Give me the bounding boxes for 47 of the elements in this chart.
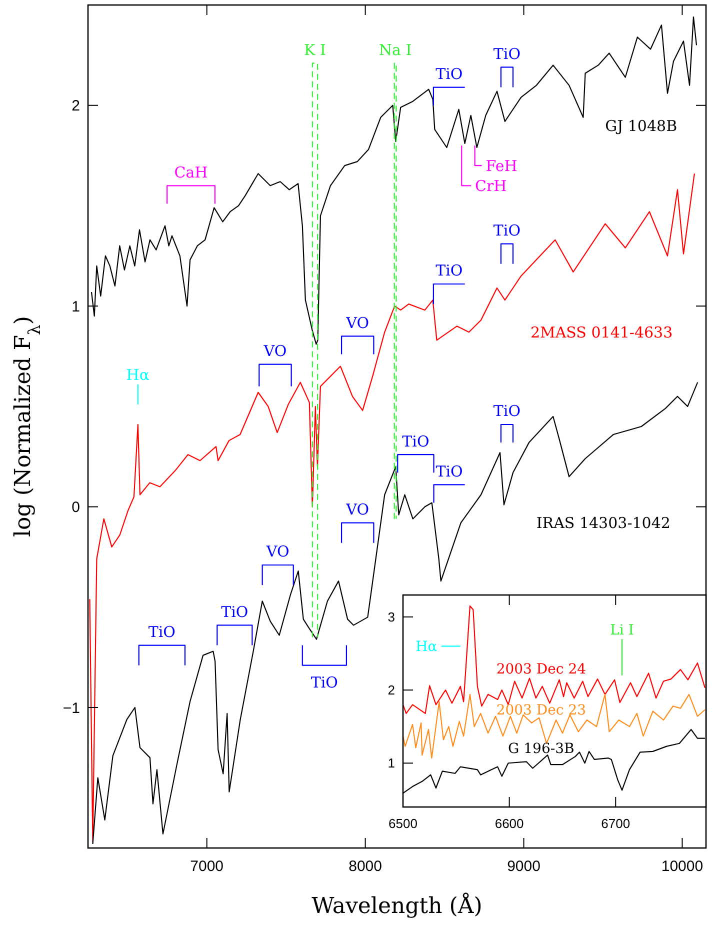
series-label: VO — [265, 542, 290, 561]
series-label: Hα — [416, 639, 438, 656]
series-label: GJ 1048B — [605, 116, 678, 135]
y-tick-label: 1 — [388, 756, 395, 771]
series-label: TiO — [493, 222, 521, 240]
series-label: FeH — [486, 156, 518, 175]
x-tick-label: 7000 — [190, 858, 224, 875]
line-series — [92, 382, 698, 845]
series-label: VO — [262, 342, 287, 360]
series-label: TiO — [493, 402, 521, 420]
series-label: K I — [304, 40, 326, 59]
line-series — [403, 605, 706, 714]
y-tick-label: −1 — [62, 700, 80, 717]
series-label: TiO — [436, 65, 463, 84]
x-tick-label: 8000 — [348, 858, 382, 875]
series-label: 2003 Dec 23 — [496, 702, 586, 719]
series-label: Hα — [126, 366, 150, 384]
y-tick-label: 1 — [72, 298, 80, 316]
series-label: TiO — [221, 602, 248, 621]
series-label: 2003 Dec 24 — [496, 662, 586, 678]
y-tick-label: 2 — [72, 98, 80, 115]
x-tick-label: 6700 — [601, 816, 630, 831]
y-tick-label: 0 — [72, 499, 80, 516]
x-axis-title: Wavelength (Å) — [312, 892, 482, 919]
series-label: TiO — [402, 432, 430, 450]
text: IRAS 14303-1042 — [536, 514, 670, 532]
y-tick-label: 2 — [388, 682, 395, 698]
x-tick-label: 9000 — [507, 858, 540, 875]
text: 2MASS 0141-4633 — [530, 323, 673, 342]
x-tick-label: 6600 — [494, 816, 524, 831]
series-label: VO — [345, 500, 370, 519]
series-label: TiO — [436, 262, 463, 280]
series-label: TiO — [310, 674, 338, 692]
series-label: CrH — [475, 176, 507, 195]
series-label: Li I — [610, 622, 634, 639]
series-label: TiO — [148, 623, 176, 642]
y-tick-label: 3 — [388, 609, 395, 624]
line-series — [90, 16, 698, 345]
x-tick-label: 6500 — [388, 816, 418, 831]
series-label: G 196-3B — [508, 740, 574, 757]
series-label: TiO — [436, 462, 463, 480]
series-label: VO — [345, 314, 370, 332]
x-tick-label: 10000 — [661, 858, 704, 875]
line-series — [403, 694, 706, 759]
series-label: TiO — [493, 44, 521, 63]
series-label: CaH — [174, 163, 208, 182]
series-label: Na I — [378, 40, 412, 59]
